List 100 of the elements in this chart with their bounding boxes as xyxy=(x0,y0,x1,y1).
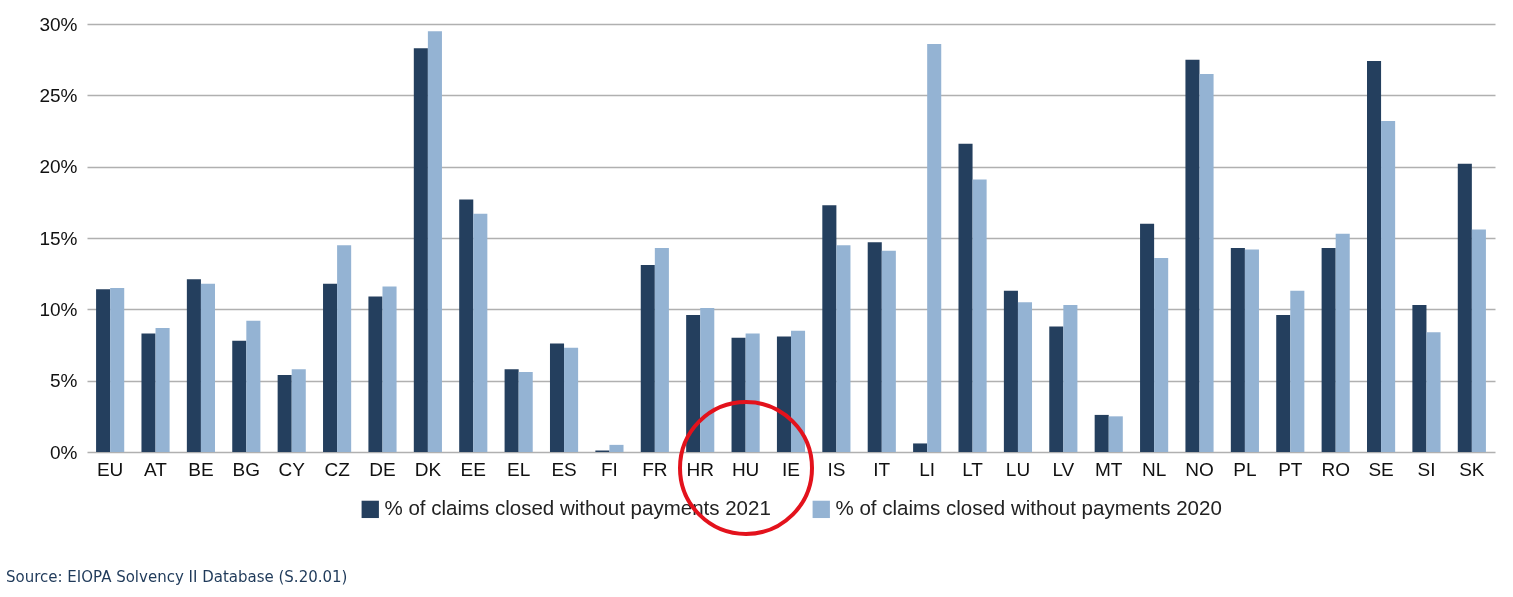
x-tick-label: EU xyxy=(96,458,124,480)
y-tick-label: 0% xyxy=(50,441,78,463)
bar xyxy=(1049,326,1064,452)
bar xyxy=(776,336,791,452)
bar xyxy=(1290,290,1305,452)
x-tick-label: CY xyxy=(278,458,306,480)
bar xyxy=(822,205,837,452)
bar xyxy=(186,279,201,452)
bar xyxy=(1321,247,1336,452)
bar xyxy=(609,444,624,452)
bar xyxy=(200,283,215,452)
x-tick-label: AT xyxy=(144,458,168,480)
bar xyxy=(1426,332,1441,452)
x-tick-label: SI xyxy=(1417,458,1436,480)
bar xyxy=(1276,315,1291,452)
x-tick-label: BE xyxy=(188,458,214,480)
bar xyxy=(745,333,760,452)
bar xyxy=(867,242,882,452)
y-tick-label: 20% xyxy=(39,156,78,178)
x-tick-label: IT xyxy=(873,458,891,480)
x-tick-label: NL xyxy=(1141,458,1167,480)
bar xyxy=(518,372,533,452)
x-tick-label: LI xyxy=(919,458,936,480)
y-tick-label: 15% xyxy=(39,227,78,249)
x-tick-label: PL xyxy=(1233,458,1257,480)
x-tick-label: FR xyxy=(642,458,668,480)
bar xyxy=(413,48,428,452)
bar xyxy=(232,340,247,452)
bar xyxy=(382,286,397,452)
bar xyxy=(1412,305,1427,452)
bar xyxy=(246,320,261,452)
bar xyxy=(791,330,806,452)
x-tick-label: IS xyxy=(827,458,846,480)
bar xyxy=(972,179,987,452)
bar xyxy=(155,327,170,452)
x-tick-label: DE xyxy=(369,458,396,480)
bar xyxy=(1094,414,1109,452)
x-tick-label: DK xyxy=(414,458,442,480)
bar xyxy=(459,199,474,452)
x-tick-label: NO xyxy=(1185,458,1214,480)
bar xyxy=(640,265,655,452)
x-tick-label: BG xyxy=(232,458,261,480)
bar xyxy=(1230,247,1245,452)
bar xyxy=(881,250,896,452)
bar xyxy=(958,143,973,452)
bar xyxy=(1185,59,1200,452)
bar xyxy=(913,443,928,452)
bar xyxy=(686,315,701,452)
x-tick-label: RO xyxy=(1321,458,1350,480)
bar xyxy=(368,296,383,452)
bar xyxy=(291,369,306,452)
bar xyxy=(1140,223,1155,452)
y-tick-label: 25% xyxy=(39,84,78,106)
x-tick-label: HU xyxy=(731,458,760,480)
bar xyxy=(1199,73,1214,452)
bar xyxy=(700,307,715,452)
bar xyxy=(1063,305,1078,452)
x-tick-label: MT xyxy=(1095,458,1123,480)
bar xyxy=(1335,233,1350,452)
bar xyxy=(1017,302,1033,452)
source-note: Source: EIOPA Solvency II Database (S.20.01) xyxy=(6,568,348,586)
bar xyxy=(1154,257,1169,452)
bar xyxy=(277,374,292,452)
bar xyxy=(141,333,156,452)
x-tick-label: PT xyxy=(1278,458,1303,480)
x-tick-label: LV xyxy=(1052,458,1075,480)
x-tick-label: EE xyxy=(460,458,486,480)
bar xyxy=(473,213,488,452)
x-tick-label: EL xyxy=(507,458,531,480)
bar xyxy=(564,347,579,452)
bar xyxy=(1367,61,1382,452)
bar xyxy=(1471,229,1486,452)
bar xyxy=(836,245,851,452)
x-tick-label: CZ xyxy=(324,458,351,480)
x-tick-label: HR xyxy=(686,458,714,480)
bar xyxy=(110,287,125,452)
y-tick-label: 10% xyxy=(39,298,78,320)
bar xyxy=(927,43,942,452)
bar xyxy=(337,245,352,452)
bar xyxy=(731,337,746,452)
x-tick-label: ES xyxy=(551,458,577,480)
bar xyxy=(1244,249,1259,452)
x-tick-label: FI xyxy=(600,458,618,480)
x-tick-label: SE xyxy=(1368,458,1394,480)
bar xyxy=(504,369,519,452)
bar xyxy=(654,247,669,452)
y-tick-label: 30% xyxy=(39,13,78,35)
bar xyxy=(1108,416,1123,452)
legend-label: % of claims closed without payments 2020 xyxy=(835,496,1222,520)
bar xyxy=(96,289,111,452)
bar xyxy=(323,283,338,452)
x-tick-label: IE xyxy=(782,458,800,480)
bar xyxy=(549,343,565,452)
y-tick-label: 5% xyxy=(50,370,78,392)
bar xyxy=(427,31,442,452)
x-tick-label: SK xyxy=(1459,458,1485,480)
bar xyxy=(1381,121,1396,452)
x-tick-label: LT xyxy=(962,458,984,480)
x-tick-label: LU xyxy=(1005,458,1031,480)
bar xyxy=(1003,290,1018,452)
